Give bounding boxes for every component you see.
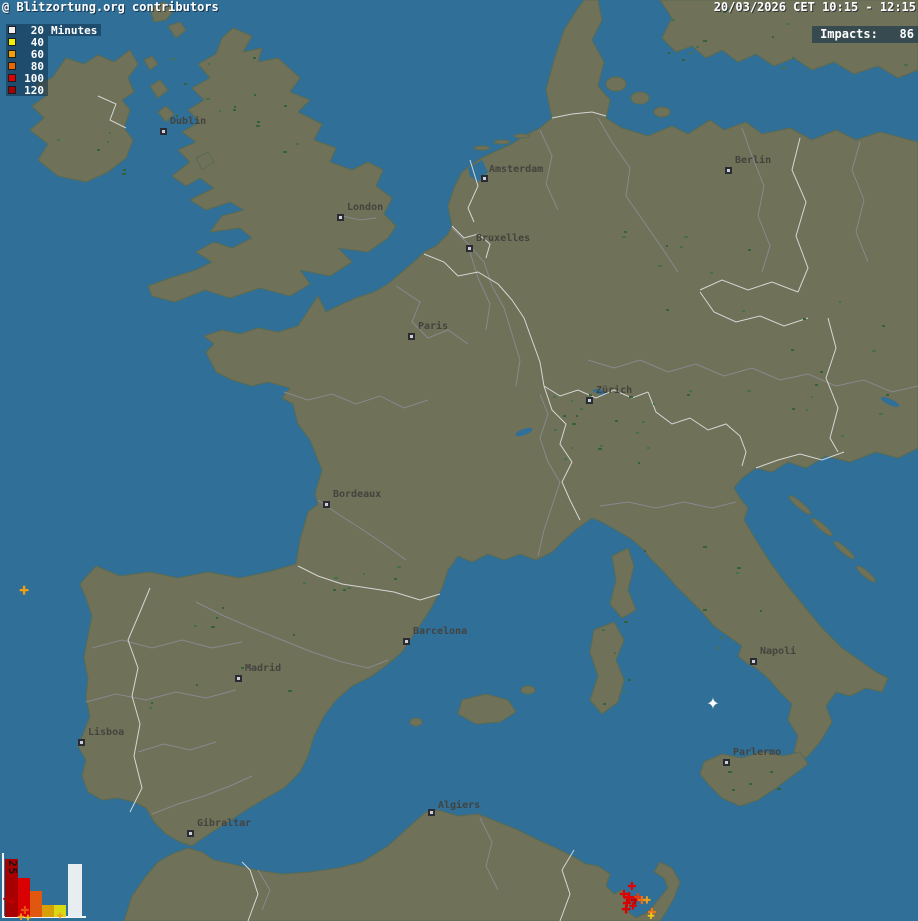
legend-swatch-60 [8,50,16,58]
legend-value: 20 [30,23,44,37]
legend-unit: Minutes [51,23,98,37]
legend-value: 80 [30,59,44,73]
lightning-strike-icon: ✚ [620,902,632,917]
lightning-strike-icon: ✚ [20,903,30,917]
city-marker-bordeaux [323,501,330,508]
histogram-bar-120 [5,859,18,917]
city-label-napoli: Napoli [760,646,797,657]
city-label-bruxelles: Bruxelles [476,233,531,244]
borders-layer [97,95,845,921]
lightning-strike-icon: ✚ [637,893,647,907]
legend-value: 40 [30,35,44,49]
histogram-bar-20 [68,864,82,917]
legend-swatch-100 [8,74,16,82]
city-marker-parlermo [723,759,730,766]
lightning-strike-icon: ✚ [628,901,638,913]
city-label-berlin: Berlin [735,155,772,166]
city-marker-gibraltar [187,830,194,837]
legend-row-120: 120 [6,83,48,97]
legend-row-100: 100 [6,71,48,85]
city-label-zürich: Zürich [596,385,633,396]
forest-speckles [57,8,908,791]
attribution-text: @ Blitzortung.org contributors [2,0,219,14]
lightning-strike-icon: ✚ [619,887,629,901]
city-label-amsterdam: Amsterdam [489,164,544,175]
city-marker-napoli [750,658,757,665]
histogram-bar-80 [30,891,42,917]
city-label-algiers: Algiers [438,800,481,811]
lightning-strike-icon: ✚ [647,905,657,919]
legend-swatch-120 [8,86,16,94]
lightning-strike-icon: ✦ [706,694,720,714]
datetime-text: 20/03/2026 CET 10:15 - 12:15 [713,0,916,14]
histogram-bar-60 [42,905,54,917]
impacts-value: 86 [899,27,914,41]
histogram-x-axis [2,916,86,918]
city-label-lisboa: Lisboa [88,727,125,738]
legend-value: 60 [30,47,44,61]
city-marker-lisboa [78,739,85,746]
city-label-dublin: Dublin [170,116,207,127]
city-label-london: London [347,202,384,213]
city-marker-london [337,214,344,221]
city-label-parlermo: Parlermo [733,747,782,758]
lightning-strike-icon: ✚ [642,895,652,907]
city-marker-paris [408,333,415,340]
lightning-strike-icon: ✚ [56,911,64,921]
land-layer [29,0,918,921]
city-marker-barcelona [403,638,410,645]
lightning-strike-icon: ✚ [24,913,32,921]
lightning-strike-icon: ✚ [647,912,655,921]
lightning-strike-icon: ✚ [633,890,643,904]
legend-row-60: 60 [6,47,48,61]
lightning-strike-icon: ✚ [627,879,637,893]
legend-row-80: 80 [6,59,48,73]
city-marker-amsterdam [481,175,488,182]
lightning-strike-icon: ✚ [2,894,12,906]
lightning-strike-icon: ✚ [623,890,635,907]
city-marker-madrid [235,675,242,682]
city-label-madrid: Madrid [245,663,282,674]
city-marker-bruxelles [466,245,473,252]
histogram-bar-40 [54,905,66,917]
histogram-y-axis [2,853,4,918]
histogram-bar-100 [18,878,30,917]
city-label-paris: Paris [418,321,449,332]
legend-value: 100 [24,71,44,85]
legend-swatch-40 [8,38,16,46]
city-marker-dublin [160,128,167,135]
city-marker-berlin [725,167,732,174]
city-label-bordeaux: Bordeaux [333,489,382,500]
lightning-strike-icon: ✚ [622,896,632,910]
city-label-barcelona: Barcelona [413,626,468,637]
lightning-strike-icon: ✚ [8,898,16,909]
city-marker-zürich [586,397,593,404]
rivers-layer [85,117,918,911]
legend-swatch-80 [8,62,16,70]
lightning-strike-icon: ✚ [17,913,25,921]
legend-swatch-20 [8,26,16,34]
time-legend: 20 Minutes 40 60 80 100 120 [6,23,102,97]
legend-value: 120 [24,83,44,97]
histogram-bar-value: 25 [6,860,19,876]
impacts-badge: Impacts: 86 [812,26,918,43]
lightning-strike-icon: ✚ [629,893,641,908]
impacts-label: Impacts: [820,27,878,41]
legend-row-40: 40 [6,35,48,49]
city-marker-algiers [428,809,435,816]
city-label-gibraltar: Gibraltar [197,818,252,829]
legend-row-20: 20 Minutes [6,23,102,37]
lightning-strike-icon: ✚ [18,583,30,598]
